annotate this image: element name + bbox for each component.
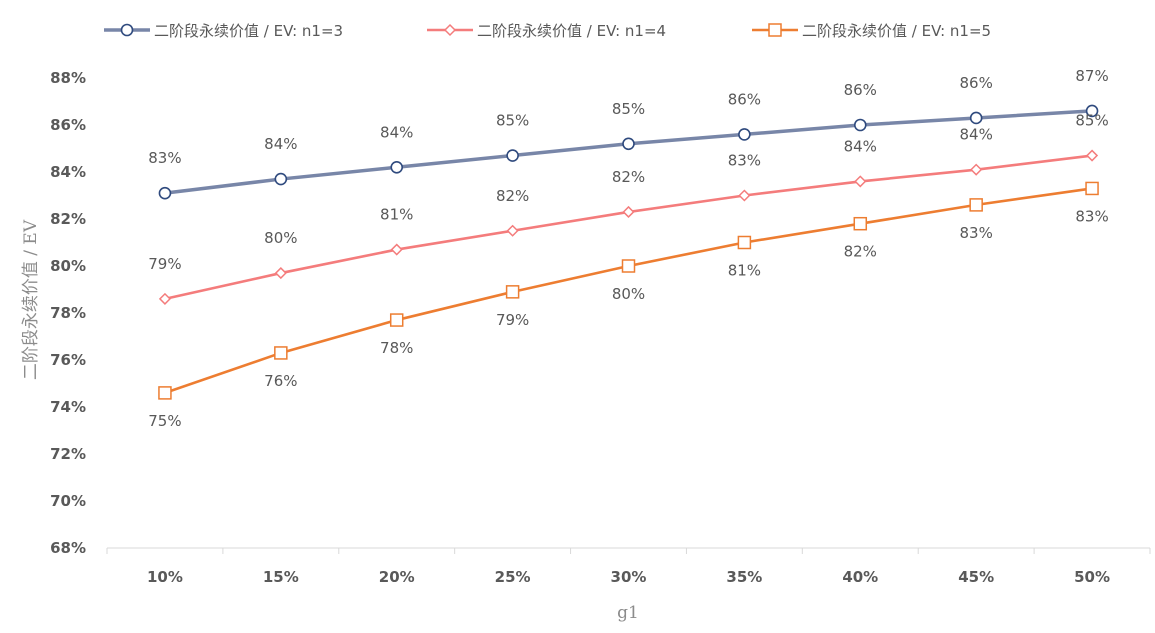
data-labels: 83% 84% 84% 85% 85% 86% 86% 86% 87% 79% 80% 81% 82% 8…: [148, 67, 1108, 430]
data-point: [274, 172, 288, 186]
series-1: [158, 104, 1099, 200]
legend-marker: [768, 23, 782, 37]
series-layer: [158, 104, 1099, 400]
data-label: 83%: [728, 152, 761, 170]
y-tick-label: 78%: [50, 304, 86, 322]
data-point: [969, 111, 983, 125]
data-label: 79%: [148, 255, 181, 273]
data-point: [505, 285, 520, 299]
y-tick-label: 76%: [50, 351, 86, 369]
legend-item: 二阶段永续价值 / EV: n1=4: [427, 22, 666, 40]
legend-item: 二阶段永续价值 / EV: n1=3: [104, 22, 343, 40]
data-point: [506, 224, 519, 237]
data-point: [390, 243, 403, 256]
y-tick-label: 84%: [50, 163, 86, 181]
x-tick-label: 25%: [495, 568, 531, 586]
data-point: [389, 313, 404, 327]
data-point: [969, 198, 983, 212]
data-point: [158, 386, 172, 400]
data-point: [1085, 149, 1099, 162]
y-tick-label: 68%: [50, 539, 86, 557]
data-point: [1085, 104, 1099, 118]
data-label: 86%: [728, 90, 761, 108]
data-label: 79%: [496, 311, 529, 329]
x-tick-label: 35%: [726, 568, 762, 586]
data-label: 84%: [264, 135, 297, 153]
data-point: [853, 118, 867, 132]
x-tick-label: 50%: [1074, 568, 1110, 586]
data-label: 81%: [728, 262, 761, 280]
data-label: 86%: [844, 81, 877, 99]
data-label: 86%: [959, 74, 992, 92]
x-tick-label: 40%: [842, 568, 878, 586]
data-point: [158, 186, 172, 200]
x-tick-label: 20%: [379, 568, 415, 586]
data-label: 82%: [844, 243, 877, 261]
data-point: [390, 161, 404, 174]
data-label: 80%: [612, 285, 645, 303]
data-label: 75%: [148, 412, 181, 430]
data-label: 83%: [959, 224, 992, 242]
data-label: 85%: [496, 112, 529, 130]
y-tick-label: 82%: [50, 210, 86, 228]
data-point: [737, 235, 752, 250]
y-tick-label: 86%: [50, 116, 86, 134]
data-point: [970, 163, 983, 176]
y-axis-ticks: 68% 70% 72% 74% 76% 78% 80% 82% 84% 86% 88%: [50, 69, 86, 557]
data-point: [853, 216, 868, 231]
x-tick-label: 15%: [263, 568, 299, 586]
data-point: [274, 346, 288, 360]
data-point: [738, 128, 751, 141]
y-axis-title: 二阶段永续价值 / EV: [21, 219, 41, 380]
data-label: 83%: [148, 149, 181, 167]
data-label: 82%: [612, 168, 645, 186]
data-label: 87%: [1075, 67, 1108, 85]
y-tick-label: 88%: [50, 69, 86, 87]
data-label: 84%: [844, 137, 877, 155]
legend-marker: [443, 23, 457, 37]
data-point: [158, 292, 172, 305]
data-label: 83%: [1075, 207, 1108, 225]
data-label: 84%: [380, 123, 413, 141]
data-label: 85%: [1075, 112, 1108, 130]
x-tick-label: 45%: [958, 568, 994, 586]
data-label: 80%: [264, 229, 297, 247]
data-point: [622, 205, 635, 219]
data-point: [622, 137, 635, 151]
data-label: 84%: [959, 126, 992, 144]
data-label: 76%: [264, 372, 297, 390]
chart-legend: 二阶段永续价值 / EV: n1=3 二阶段永续价值 / EV: n1=4 二阶段永…: [104, 22, 991, 40]
data-label: 81%: [380, 206, 413, 224]
data-label: 85%: [612, 100, 645, 118]
legend-marker: [120, 23, 134, 37]
legend-label: 二阶段永续价值 / EV: n1=5: [802, 22, 991, 40]
series-3: [158, 181, 1099, 400]
legend-item: 二阶段永续价值 / EV: n1=5: [752, 22, 991, 40]
y-tick-label: 80%: [50, 257, 86, 275]
data-label: 82%: [496, 187, 529, 205]
data-point: [621, 259, 636, 273]
y-tick-label: 70%: [50, 492, 86, 510]
data-point: [1085, 181, 1099, 196]
data-label: 78%: [380, 339, 413, 357]
data-point: [274, 266, 287, 280]
data-point: [854, 175, 867, 188]
y-tick-label: 74%: [50, 398, 86, 416]
legend-label: 二阶段永续价值 / EV: n1=3: [154, 22, 343, 40]
x-tick-label: 10%: [147, 568, 183, 586]
legend-label: 二阶段永续价值 / EV: n1=4: [477, 22, 666, 40]
data-point: [506, 149, 519, 162]
x-axis-ticks: 10% 15% 20% 25% 30% 35% 40% 45% 50%: [106, 548, 1151, 586]
y-tick-label: 72%: [50, 445, 86, 463]
x-axis-title: g1: [617, 603, 639, 623]
series-2: [158, 149, 1099, 305]
x-tick-label: 30%: [611, 568, 647, 586]
data-point: [738, 189, 751, 202]
